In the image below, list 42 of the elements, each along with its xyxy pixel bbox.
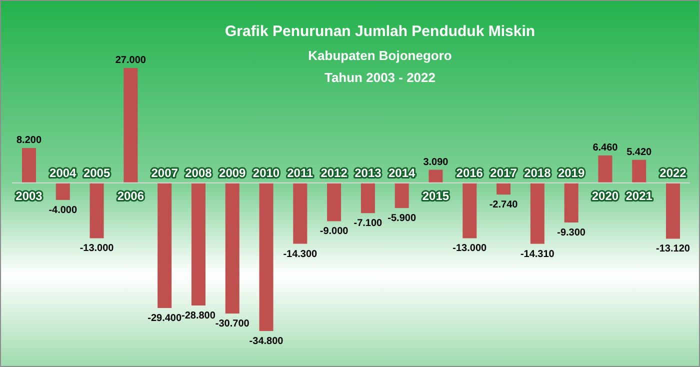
x-tick-label: 2014 [388, 166, 416, 180]
x-tick-label: 2004 [50, 166, 77, 180]
x-tick-label: 2018 [524, 166, 552, 180]
data-label: -9.300 [557, 227, 586, 238]
x-tick-label: 2011 [287, 166, 314, 180]
x-tick-label: 2005 [83, 166, 110, 180]
data-label: 3.090 [423, 156, 449, 168]
x-tick-label: 2021 [626, 188, 653, 203]
data-label: -4.000 [48, 204, 78, 216]
x-tick-label: 2019 [558, 166, 585, 180]
data-label: -14.300 [283, 248, 318, 260]
data-label: -9.000 [320, 226, 349, 238]
x-tick-label: 2016 [456, 166, 484, 180]
data-label: -28.800 [182, 310, 216, 322]
data-label: 6.460 [592, 142, 618, 154]
data-label: -7.100 [354, 218, 383, 230]
x-tick-label: 2012 [320, 166, 348, 180]
data-label: -13.120 [656, 244, 690, 255]
data-label: -14.310 [520, 248, 555, 260]
data-label: -13.000 [80, 243, 114, 254]
x-tick-label: 2020 [592, 188, 619, 203]
data-label: 5.420 [626, 146, 652, 158]
data-label: -30.700 [215, 318, 250, 330]
data-label: -13.000 [452, 243, 488, 254]
x-tick-label: 2010 [252, 166, 280, 180]
x-tick-label: 2003 [16, 188, 43, 203]
x-tick-label: 2009 [219, 166, 246, 180]
data-label: -2.740 [489, 200, 518, 211]
x-tick-label: 2013 [354, 166, 382, 180]
x-tick-label: 2006 [117, 188, 144, 203]
data-label: -5.900 [388, 213, 416, 224]
x-tick-label: 2015 [422, 188, 450, 203]
x-tick-label: 2022 [660, 166, 687, 180]
x-tick-label: 2007 [151, 166, 178, 180]
data-label: 8.200 [16, 135, 42, 146]
data-label: -29.400 [148, 313, 182, 324]
x-tick-label: 2008 [185, 166, 212, 180]
chart-title: Grafik Penurunan Jumlah Penduduk Miskin [224, 23, 536, 40]
x-tick-label: 2017 [490, 166, 518, 180]
data-label: 27.000 [115, 55, 146, 66]
data-label: -34.800 [249, 336, 284, 347]
chart-subtitle: Kabupaten Bojonegoro Tahun 2003 - 2022 [308, 48, 452, 85]
